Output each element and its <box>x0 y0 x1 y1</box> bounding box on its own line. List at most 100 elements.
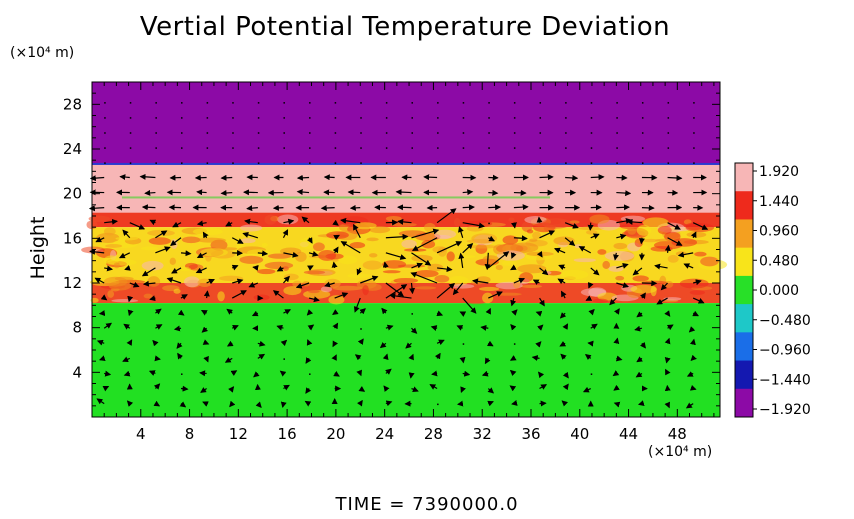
x-axis: 4 8 12 16 20 24 28 32 36 40 44 48 <box>103 82 715 443</box>
colorbar-swatch <box>735 247 753 277</box>
vector-arrow <box>436 339 445 346</box>
vector-dot <box>155 102 157 104</box>
vector-arrow <box>510 297 517 307</box>
texture-blob <box>239 255 264 264</box>
texture-blob <box>685 222 704 231</box>
x-tick-label: 48 <box>668 425 687 443</box>
texture-blob <box>328 295 345 305</box>
vector-dot <box>232 102 234 104</box>
x-tick-label: 44 <box>619 425 638 443</box>
vector-dot <box>488 117 490 119</box>
vector-dot <box>257 132 260 134</box>
vector-arrow <box>324 281 335 288</box>
vector-dot <box>232 132 234 134</box>
texture-blob <box>366 237 379 242</box>
vector-arrow <box>462 243 474 254</box>
vector-dot <box>257 147 260 149</box>
vector-arrow <box>228 386 235 393</box>
vector-arrow <box>664 244 671 253</box>
vector-arrow <box>411 386 419 393</box>
vector-dot <box>539 117 542 119</box>
vector-arrow <box>129 222 146 230</box>
vector-arrow <box>279 370 287 377</box>
vector-dot <box>667 117 670 119</box>
texture-blob <box>369 253 378 258</box>
vector-dot <box>257 162 260 164</box>
texture-blob <box>111 299 139 303</box>
vector-dot <box>693 147 695 149</box>
vector-dot <box>385 162 388 164</box>
vector-arrow <box>104 265 114 272</box>
vector-arrow <box>196 220 207 227</box>
vector-dot <box>283 358 285 360</box>
vector-arrow <box>231 237 244 244</box>
vector-arrow <box>562 323 569 330</box>
vector-dot <box>181 102 183 104</box>
vector-dot <box>513 162 516 164</box>
vector-arrow <box>307 324 315 331</box>
vector-dot <box>513 102 516 104</box>
vector-arrow <box>176 342 183 349</box>
vector-arrow <box>562 371 569 379</box>
texture-blob <box>264 261 294 270</box>
vector-dot <box>129 132 132 134</box>
texture-blob <box>173 288 181 294</box>
texture-blob <box>239 224 263 232</box>
vector-arrow <box>332 246 339 254</box>
vector-arrow <box>385 400 393 407</box>
vector-arrow <box>356 267 363 276</box>
vector-dot <box>181 132 183 134</box>
vector-dot <box>590 132 593 134</box>
texture-blob <box>700 256 719 267</box>
vector-arrow <box>537 324 544 331</box>
vector-dot <box>693 132 695 134</box>
vector-arrow <box>155 230 168 239</box>
texture-blob <box>641 238 660 243</box>
vector-dot <box>590 147 593 149</box>
vector-arrow <box>460 386 466 393</box>
vector-arrow <box>331 354 337 361</box>
texture-blob <box>200 248 228 257</box>
vector-dot <box>155 147 157 149</box>
vector-arrow <box>664 337 671 345</box>
vector-arrow <box>155 308 162 315</box>
vector-arrow <box>664 356 671 364</box>
x-tick-label: 32 <box>473 425 492 443</box>
texture-blob <box>349 242 366 249</box>
vector-dot <box>641 147 644 149</box>
vector-arrow <box>560 353 567 360</box>
vector-arrow <box>246 205 258 212</box>
vector-arrow <box>251 310 259 317</box>
vector-arrow <box>257 353 266 360</box>
vector-arrow <box>513 204 529 211</box>
vector-arrow <box>353 297 361 313</box>
texture-blob <box>553 236 575 246</box>
texture-blob <box>560 269 589 280</box>
vector-arrow <box>638 237 645 245</box>
texture-blob <box>113 262 120 269</box>
vector-dot <box>257 102 260 104</box>
texture-blob <box>303 270 326 275</box>
vector-arrow <box>94 277 105 284</box>
vector-dot <box>232 117 234 119</box>
texture-blob <box>312 242 325 252</box>
vector-arrow <box>202 339 210 345</box>
texture-blob <box>613 242 628 250</box>
vector-arrow <box>95 236 105 243</box>
vector-arrow <box>202 231 209 239</box>
texture-blob <box>479 286 500 291</box>
texture-blob <box>140 246 158 251</box>
colorbar-swatch <box>735 360 753 390</box>
texture-blob <box>427 263 444 272</box>
vector-arrow <box>462 222 485 229</box>
vector-arrow <box>637 400 645 406</box>
texture-blob <box>147 276 161 287</box>
vector-arrow <box>511 309 518 316</box>
vector-arrow <box>411 237 438 251</box>
texture-blob <box>679 278 709 289</box>
texture-blob <box>401 239 417 249</box>
vector-arrow <box>306 339 313 346</box>
texture-blob <box>495 264 503 271</box>
vector-arrow <box>436 282 456 299</box>
vector-arrow <box>590 267 600 276</box>
